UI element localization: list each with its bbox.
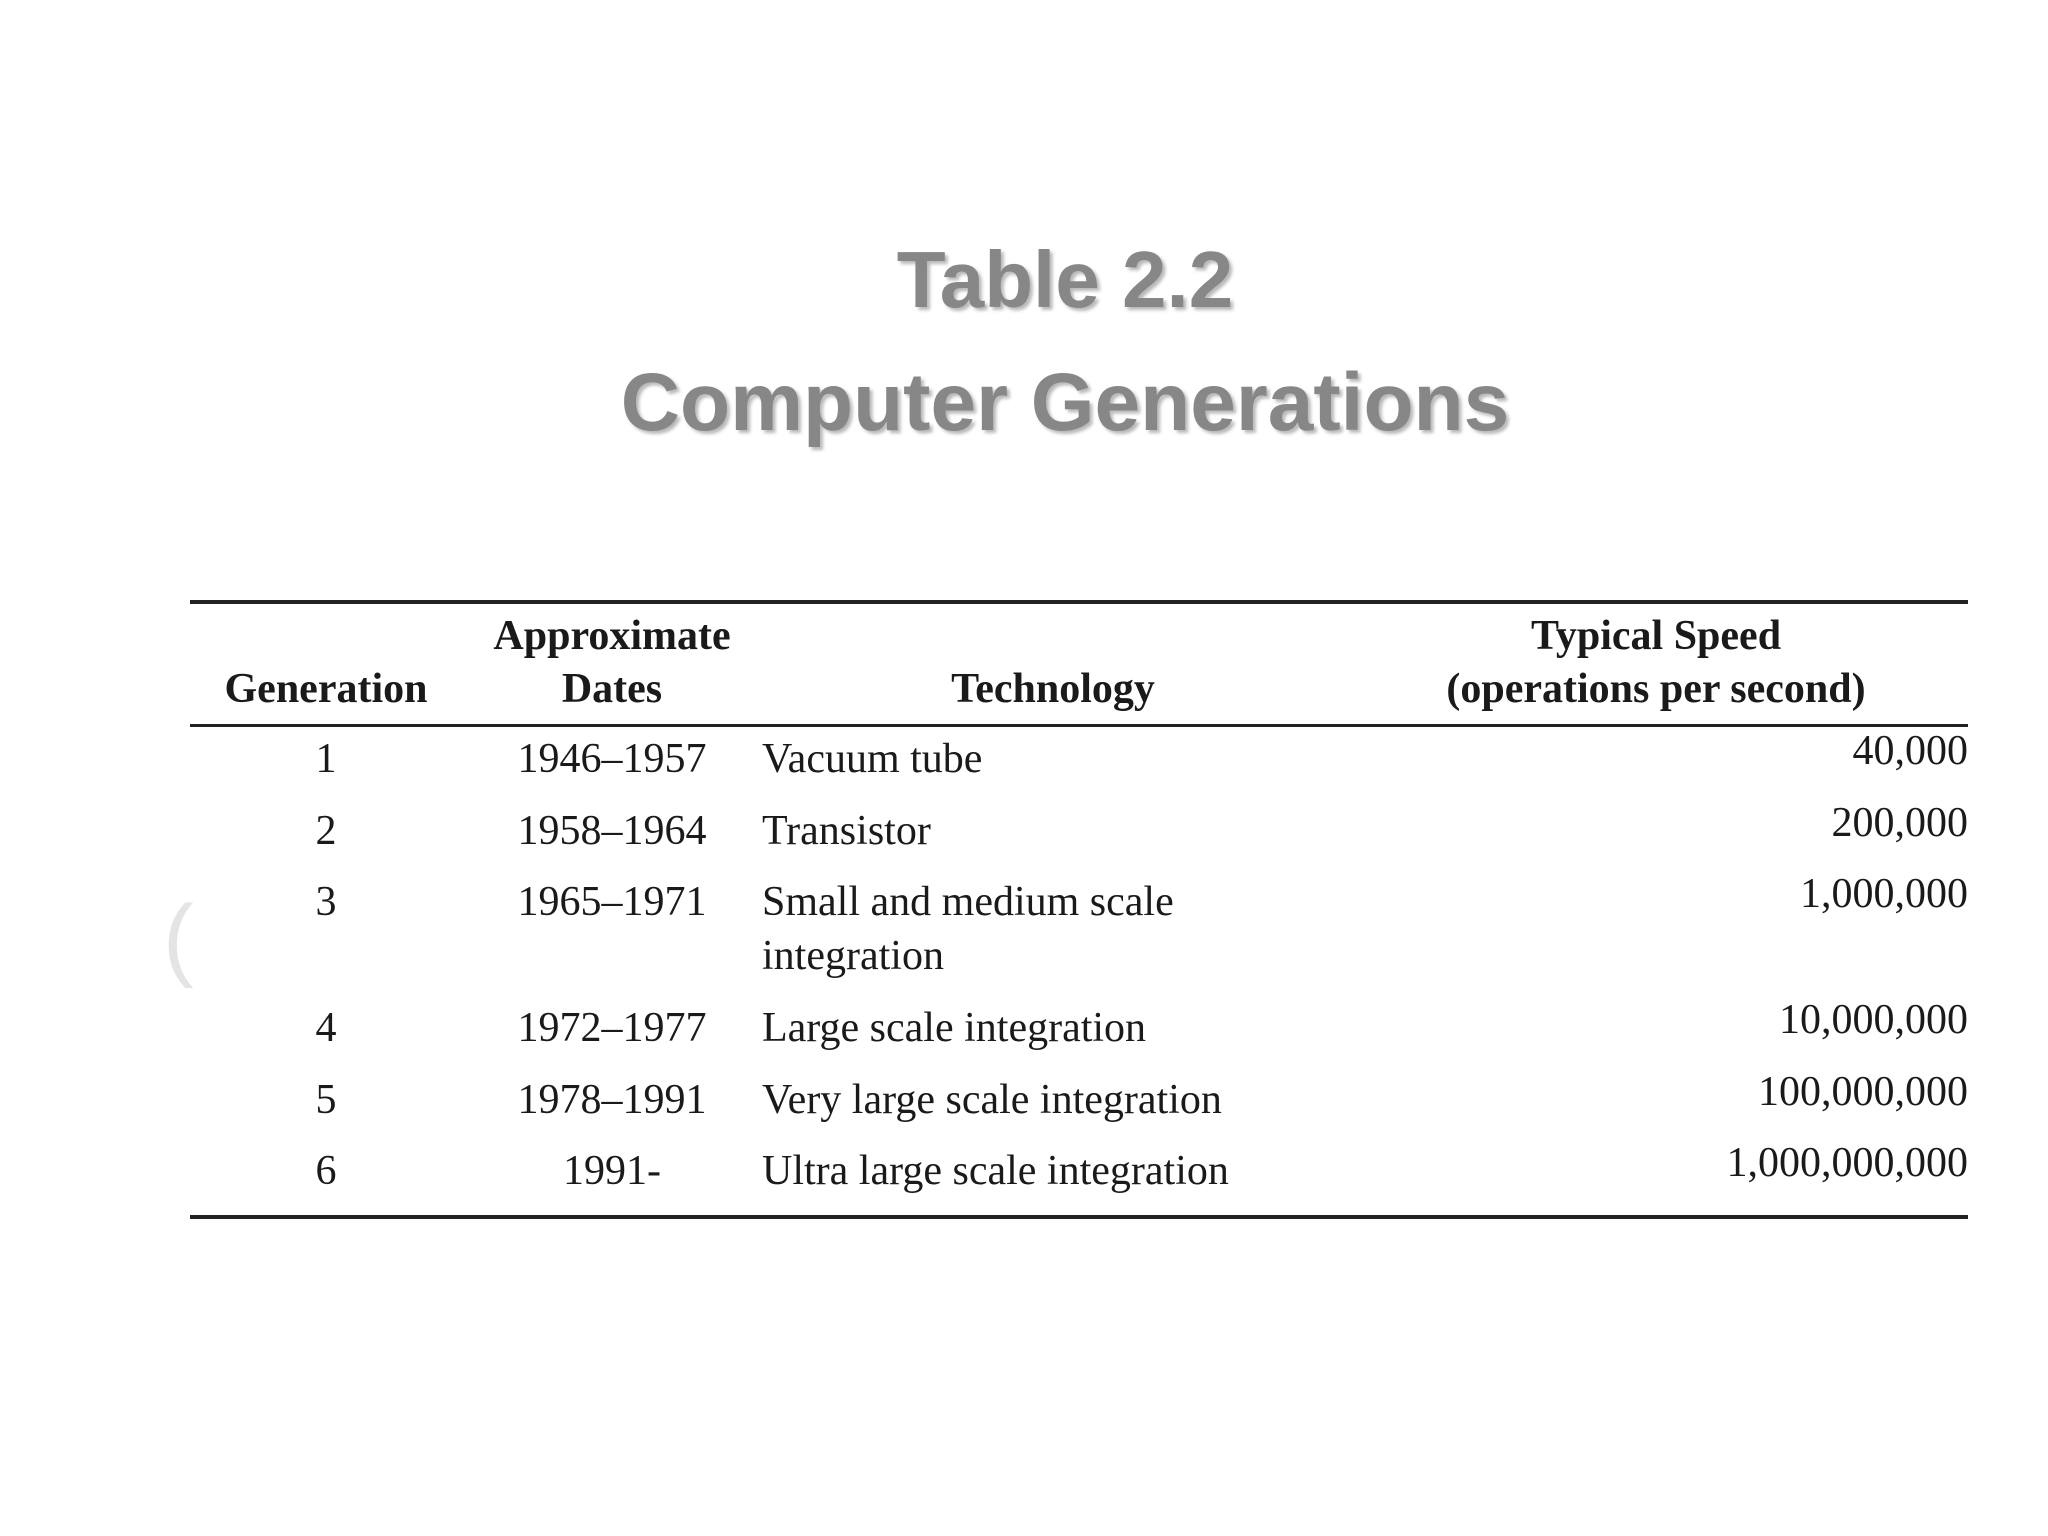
cell-dates: 1972–1977	[517, 1004, 707, 1051]
cell-speed-value: 1,000,000	[1800, 871, 1968, 918]
cell-generation: 4	[315, 1004, 337, 1051]
cell-speed-value: 40,000	[1852, 727, 1969, 774]
cell-technology: Ultra large scale integration	[762, 1139, 1344, 1220]
cell-generation: 6	[190, 1139, 462, 1220]
table-row: 1 1946–1957 Vacuum tube 40,000	[190, 725, 1969, 798]
table-row: 2 1958–1964 Transistor 200,000	[190, 799, 1969, 871]
table-row: 5 1978–1991 Very large scale integration…	[190, 1068, 1969, 1140]
cell-speed: 10,000,000	[1344, 996, 1968, 1068]
header-dates-line2: Dates	[561, 665, 663, 712]
cell-technology: Transistor	[762, 807, 931, 854]
cell-dates: 1946–1957	[517, 735, 707, 782]
header-speed-line1: Typical Speed	[1530, 613, 1782, 659]
header-approximate-dates: Approximate Dates	[462, 599, 762, 727]
cell-technology: Very large scale integration	[762, 1076, 1222, 1123]
header-dates-line1: Approximate	[493, 613, 731, 659]
header-technology: Technology	[762, 599, 1344, 727]
header-generation: Generation	[190, 599, 462, 727]
cell-dates: 1991-	[462, 1139, 762, 1220]
cell-technology: Large scale integration	[762, 1004, 1147, 1051]
cell-generation: 5	[315, 1076, 337, 1123]
cell-technology: Vacuum tube	[762, 735, 983, 782]
cell-speed-value: 10,000,000	[1779, 996, 1968, 1043]
cell-speed: 100,000,000	[1344, 1068, 1968, 1140]
slide-title: Table 2.2	[896, 235, 1234, 324]
cell-generation: 1	[315, 735, 337, 782]
cell-speed: 40,000	[1344, 725, 1969, 798]
table-row: 4 1972–1977 Large scale integration 10,0…	[190, 996, 1969, 1068]
slide-subtitle: Computer Generations	[620, 357, 1510, 448]
cell-generation: 2	[315, 807, 337, 854]
cell-dates: 1978–1991	[517, 1076, 707, 1123]
cell-dates: 1965–1971	[517, 879, 707, 926]
cell-technology: Small and medium scale integration	[762, 879, 1174, 980]
cell-dates: 1958–1964	[517, 807, 707, 854]
cell-speed-value: 100,000,000	[1758, 1068, 1968, 1115]
header-speed-line2: (operations per second)	[1446, 665, 1866, 712]
cell-speed-value: 1,000,000,000	[1726, 1140, 1969, 1187]
cell-generation: 3	[315, 879, 337, 926]
stray-parenthesis-mark: (	[163, 892, 193, 989]
table-row: 3 1965–1971 Small and medium scale integ…	[190, 870, 1969, 996]
cell-speed: 1,000,000,000	[1344, 1139, 1969, 1220]
cell-speed: 1,000,000	[1344, 870, 1968, 996]
generations-table-container: Generation Approximate Dates Technology …	[190, 599, 1969, 1220]
table-row: 6 1991- Ultra large scale integration 1,…	[190, 1139, 1969, 1220]
generations-table: Generation Approximate Dates Technology …	[190, 599, 1969, 1220]
cell-speed: 200,000	[1344, 799, 1969, 871]
cell-speed-value: 200,000	[1831, 799, 1969, 846]
header-typical-speed: Typical Speed (operations per second)	[1344, 599, 1968, 727]
table-header-row: Generation Approximate Dates Technology …	[190, 599, 1968, 727]
